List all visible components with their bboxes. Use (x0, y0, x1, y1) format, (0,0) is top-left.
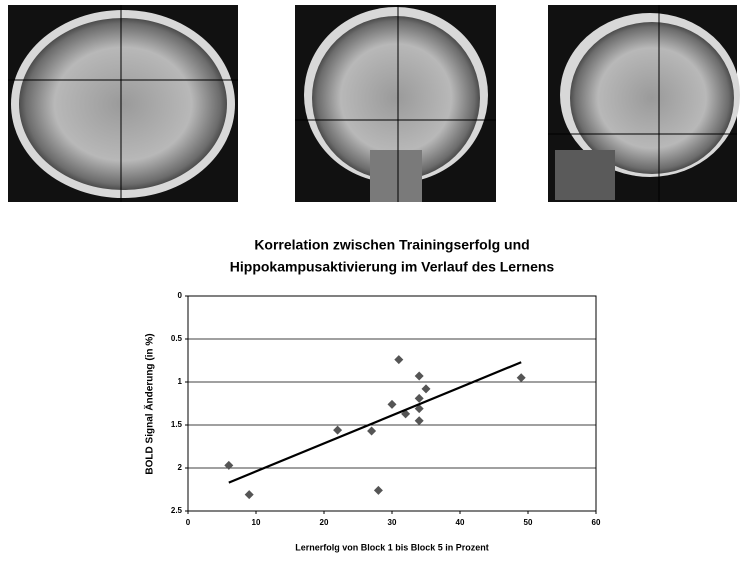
data-point (333, 425, 343, 435)
data-point (414, 416, 424, 426)
data-point (516, 373, 526, 383)
y-tick-label: 0 (178, 291, 183, 300)
x-tick-label: 10 (252, 518, 261, 527)
data-point (421, 384, 431, 394)
data-point (394, 355, 404, 365)
data-point (414, 404, 424, 414)
data-point (414, 393, 424, 403)
x-tick-label: 60 (592, 518, 601, 527)
x-tick-label: 30 (388, 518, 397, 527)
mri-sagittal (548, 5, 740, 202)
data-point (373, 485, 383, 495)
x-tick-label: 40 (456, 518, 465, 527)
x-tick-label: 0 (186, 518, 191, 527)
data-point (387, 399, 397, 409)
data-point (367, 426, 377, 436)
x-tick-label: 50 (524, 518, 533, 527)
x-tick-label: 20 (320, 518, 329, 527)
chart-title: Hippokampusaktivierung im Verlauf des Le… (230, 259, 555, 275)
trend-line (228, 361, 522, 484)
mri-axial (8, 5, 238, 202)
chart-title: Korrelation zwischen Trainingserfolg und (254, 237, 529, 253)
data-point (224, 460, 234, 470)
data-point (244, 490, 254, 500)
y-tick-label: 1.5 (171, 420, 183, 429)
mri-coronal (295, 5, 496, 202)
y-tick-label: 2 (178, 463, 183, 472)
y-tick-label: 1 (178, 377, 183, 386)
y-axis-label: BOLD Signal Änderung (in %) (143, 333, 156, 474)
x-axis-label: Lernerfolg von Block 1 bis Block 5 in Pr… (295, 542, 489, 552)
y-tick-label: 2.5 (171, 506, 183, 515)
y-tick-label: 0.5 (171, 334, 183, 343)
data-point (414, 371, 424, 381)
